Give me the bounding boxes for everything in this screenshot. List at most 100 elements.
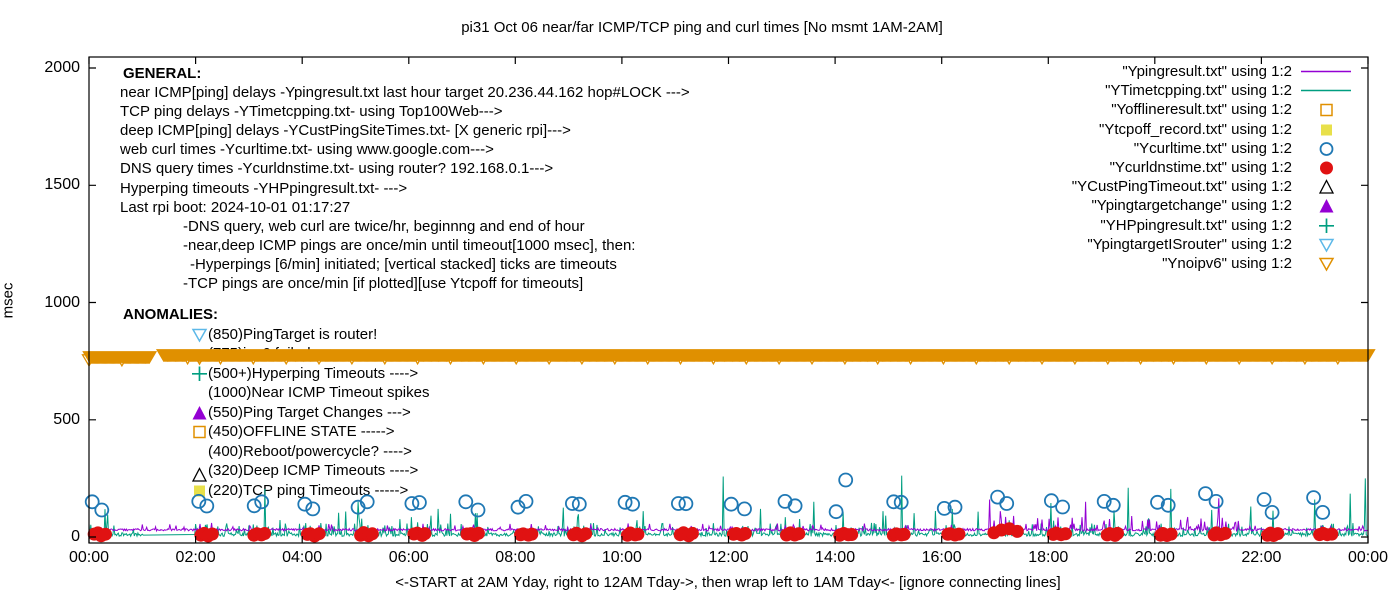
dns-time-point: [889, 527, 903, 541]
curl-time-point: [990, 489, 1005, 505]
dns-time-point: [516, 527, 530, 541]
x-tick-label: 20:00: [1134, 549, 1175, 566]
curl-time-point: [625, 496, 640, 512]
x-tick-label: 10:00: [601, 549, 642, 566]
dns-time-point: [631, 527, 645, 541]
dns-time-point: [783, 526, 797, 540]
anomaly-label: (775)ipv6 failed --->: [208, 345, 339, 362]
dns-time-point: [579, 527, 593, 541]
legend-sample: [1298, 197, 1354, 214]
line-sample-icon: [1301, 89, 1351, 92]
dns-time-point: [780, 528, 793, 542]
dns-time-point: [1271, 527, 1285, 541]
general-note-line: web curl times -Ycurltime.txt- using www…: [120, 141, 494, 159]
dns-time-point: [726, 527, 740, 541]
legend-item: "Ycurltime.txt" using 1:2: [1072, 139, 1354, 158]
anomaly-marker: [191, 423, 208, 440]
legend-sample: [1298, 101, 1354, 118]
anomaly-marker: [191, 482, 208, 499]
legend-label: "Yofflineresult.txt" using 1:2: [1111, 101, 1292, 119]
legend-label: "Ynoipv6" using 1:2: [1162, 254, 1292, 272]
dns-time-point: [952, 527, 966, 541]
triangle-filled-icon: [192, 405, 207, 420]
anomaly-marker: [191, 326, 208, 343]
general-note-line: -DNS query, web curl are twice/hr, begin…: [183, 217, 585, 235]
legend-label: "Ytcpoff_record.txt" using 1:2: [1099, 120, 1292, 138]
curl-time-point: [723, 496, 739, 512]
dns-time-point: [1264, 526, 1277, 540]
dns-time-point: [1207, 528, 1221, 542]
dns-time-point: [514, 528, 528, 542]
curl-time-point: [1105, 497, 1121, 513]
dns-time-point: [1160, 529, 1174, 542]
legend-label: "Ycurltime.txt" using 1:2: [1133, 139, 1292, 157]
anomaly-marker: [191, 345, 208, 366]
dns-time-point: [194, 528, 208, 542]
y-tick-label: 1500: [44, 176, 80, 194]
dns-time-point: [357, 526, 371, 540]
curl-time-point: [838, 472, 854, 488]
dns-time-point: [566, 528, 580, 542]
dns-time-point: [841, 528, 855, 542]
square-filled-icon: [194, 485, 205, 497]
dns-time-point: [1059, 527, 1072, 541]
dns-time-point: [1154, 528, 1168, 542]
dns-time-point: [788, 528, 802, 542]
curl-time-point: [671, 496, 686, 511]
legend-sample: [1298, 82, 1354, 99]
x-tick-label: 14:00: [815, 549, 856, 566]
dns-time-point: [521, 528, 535, 542]
dns-time-point: [418, 527, 432, 541]
x-tick-label: 00:00: [68, 549, 110, 566]
dns-time-point: [569, 526, 583, 540]
dns-time-point: [354, 528, 368, 542]
chart-title: pi31 Oct 06 near/far ICMP/TCP ping and c…: [461, 19, 943, 36]
dns-time-point: [943, 527, 957, 541]
dns-time-point: [1108, 528, 1122, 542]
anomaly-marker-empty: [191, 443, 208, 460]
dns-time-point: [300, 527, 314, 541]
y-tick-label: 1000: [44, 293, 80, 311]
square-open-icon: [1319, 104, 1333, 117]
general-note-line: Hyperping timeouts -YHPpingresult.txt- -…: [120, 179, 408, 197]
dns-time-point: [308, 529, 321, 543]
legend-item: "YCustPingTimeout.txt" using 1:2: [1072, 177, 1354, 196]
legend-label: "YTimetcpping.txt" using 1:2: [1105, 82, 1292, 100]
general-note-line: -TCP pings are once/min [if plotted][use…: [183, 275, 584, 293]
x-tick-label: 08:00: [495, 549, 536, 566]
dns-time-point: [1325, 527, 1339, 541]
curl-time-point: [458, 494, 474, 510]
x-tick-label: 00:00: [1347, 549, 1389, 566]
x-tick-label: 16:00: [921, 549, 962, 566]
curl-time-point: [1160, 497, 1176, 513]
curl-time-point: [305, 501, 321, 517]
curl-time-point: [470, 502, 486, 518]
legend-label: "YHPpingresult.txt" using 1:2: [1100, 216, 1292, 234]
y-tick-label: 500: [53, 410, 80, 428]
dns-time-point: [677, 526, 690, 540]
dns-time-point: [99, 527, 112, 541]
dns-time-point: [729, 527, 743, 540]
triangle-down-open-icon: [1318, 257, 1334, 272]
dns-time-point: [685, 526, 699, 540]
dns-time-point: [1209, 526, 1223, 540]
anomalies-heading: ANOMALIES:: [123, 306, 218, 323]
anomaly-label: (550)Ping Target Changes --->: [208, 403, 411, 421]
dns-time-point: [1103, 527, 1117, 541]
x-tick-label: 22:00: [1241, 549, 1282, 566]
curl-time-point: [565, 496, 580, 511]
x-tick-label: 04:00: [282, 549, 323, 566]
triangle-down-open-icon: [191, 328, 208, 343]
anomaly-item: (550)Ping Target Changes --->: [191, 403, 429, 423]
curl-time-point: [737, 501, 752, 517]
dns-time-point: [415, 528, 429, 542]
line-sample-icon: [1301, 70, 1351, 73]
legend-item: "Ytcpoff_record.txt" using 1:2: [1072, 120, 1354, 139]
y-tick-label: 0: [71, 528, 80, 545]
general-note-line: -near,deep ICMP pings are once/min until…: [183, 236, 636, 254]
curl-time-point: [350, 499, 366, 515]
curl-time-point: [1150, 494, 1165, 510]
general-note-line: Last rpi boot: 2024-10-01 01:17:27: [120, 198, 351, 216]
curl-time-point: [510, 499, 526, 515]
